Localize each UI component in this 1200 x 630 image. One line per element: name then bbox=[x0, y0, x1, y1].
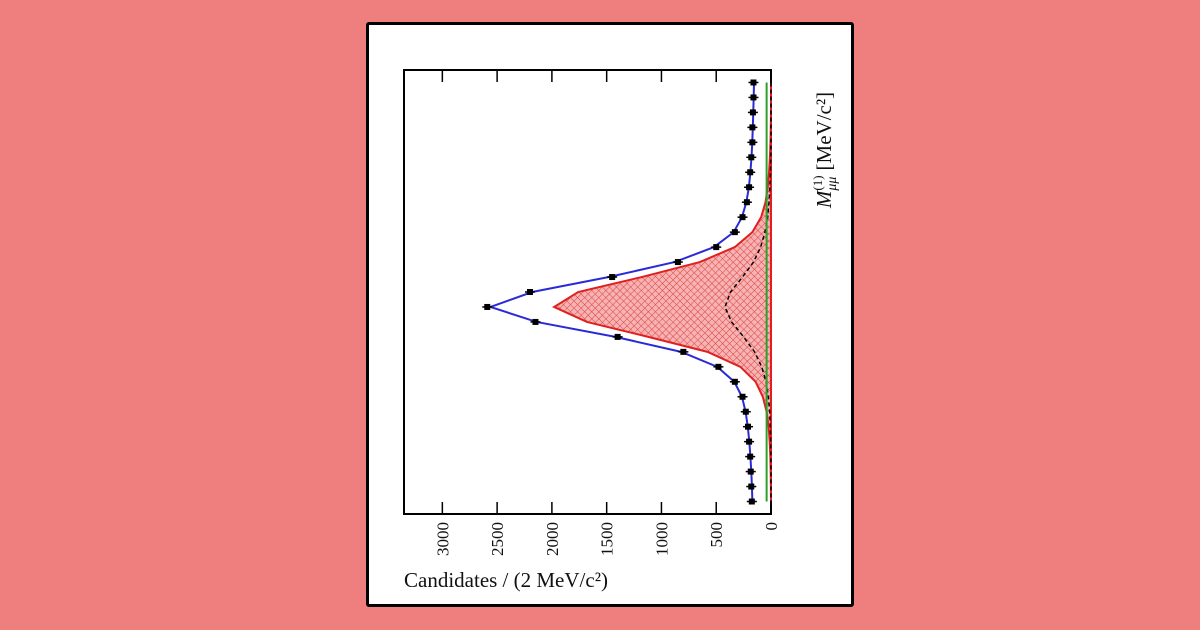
data-point bbox=[748, 483, 755, 490]
data-point bbox=[746, 184, 753, 191]
card: Candidates / (2 MeV/c²) Mμμ(1) [MeV/c²] 0… bbox=[366, 22, 854, 607]
chart: Candidates / (2 MeV/c²) Mμμ(1) [MeV/c²] 0… bbox=[403, 69, 840, 592]
tick-label: 500 bbox=[707, 522, 726, 548]
tick-label: 2500 bbox=[488, 522, 507, 556]
data-point bbox=[739, 214, 746, 221]
data-point bbox=[749, 139, 756, 146]
data-point bbox=[750, 94, 757, 101]
data-point bbox=[744, 423, 751, 430]
data-point bbox=[749, 124, 756, 131]
data-point bbox=[743, 199, 750, 206]
data-point bbox=[609, 274, 616, 281]
data-point bbox=[742, 408, 749, 415]
data-point bbox=[680, 348, 687, 355]
data-point bbox=[747, 169, 754, 176]
data-point bbox=[750, 79, 757, 86]
data-point bbox=[749, 109, 756, 116]
tick-label: 1500 bbox=[598, 522, 617, 556]
data-point bbox=[747, 468, 754, 475]
data-point bbox=[674, 259, 681, 266]
data-point bbox=[614, 333, 621, 340]
data-point bbox=[484, 303, 491, 310]
y-label-unit: [MeV/c²] bbox=[812, 92, 836, 171]
y-label-symbol: M bbox=[812, 189, 836, 209]
data-point bbox=[715, 363, 722, 370]
x-axis-label: Candidates / (2 MeV/c²) bbox=[404, 568, 608, 592]
tick-label: 2000 bbox=[543, 522, 562, 556]
tick-label: 0 bbox=[762, 522, 781, 531]
y-label-superscript: (1) bbox=[810, 175, 825, 190]
component-line bbox=[724, 82, 772, 502]
data-point bbox=[713, 244, 720, 251]
signal-area bbox=[551, 82, 772, 502]
data-point bbox=[532, 318, 539, 325]
y-axis-label: Mμμ(1) [MeV/c²] bbox=[810, 92, 840, 209]
data-point bbox=[731, 229, 738, 236]
y-label-subscript: μμ bbox=[825, 177, 840, 192]
data-point bbox=[747, 453, 754, 460]
data-point bbox=[746, 438, 753, 445]
data-point bbox=[748, 154, 755, 161]
data-point bbox=[748, 498, 755, 505]
data-point bbox=[739, 393, 746, 400]
tick-label: 1000 bbox=[652, 522, 671, 556]
data-point bbox=[731, 378, 738, 385]
tick-label: 3000 bbox=[433, 522, 452, 556]
data-point bbox=[526, 289, 533, 295]
